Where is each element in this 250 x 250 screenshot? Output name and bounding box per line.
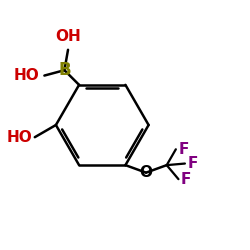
Text: HO: HO — [14, 68, 40, 83]
Text: F: F — [181, 172, 191, 187]
Text: HO: HO — [6, 130, 32, 145]
Text: OH: OH — [55, 29, 81, 44]
Text: F: F — [187, 156, 198, 171]
Text: F: F — [178, 142, 189, 157]
Text: O: O — [140, 165, 152, 180]
Text: B: B — [58, 61, 71, 79]
